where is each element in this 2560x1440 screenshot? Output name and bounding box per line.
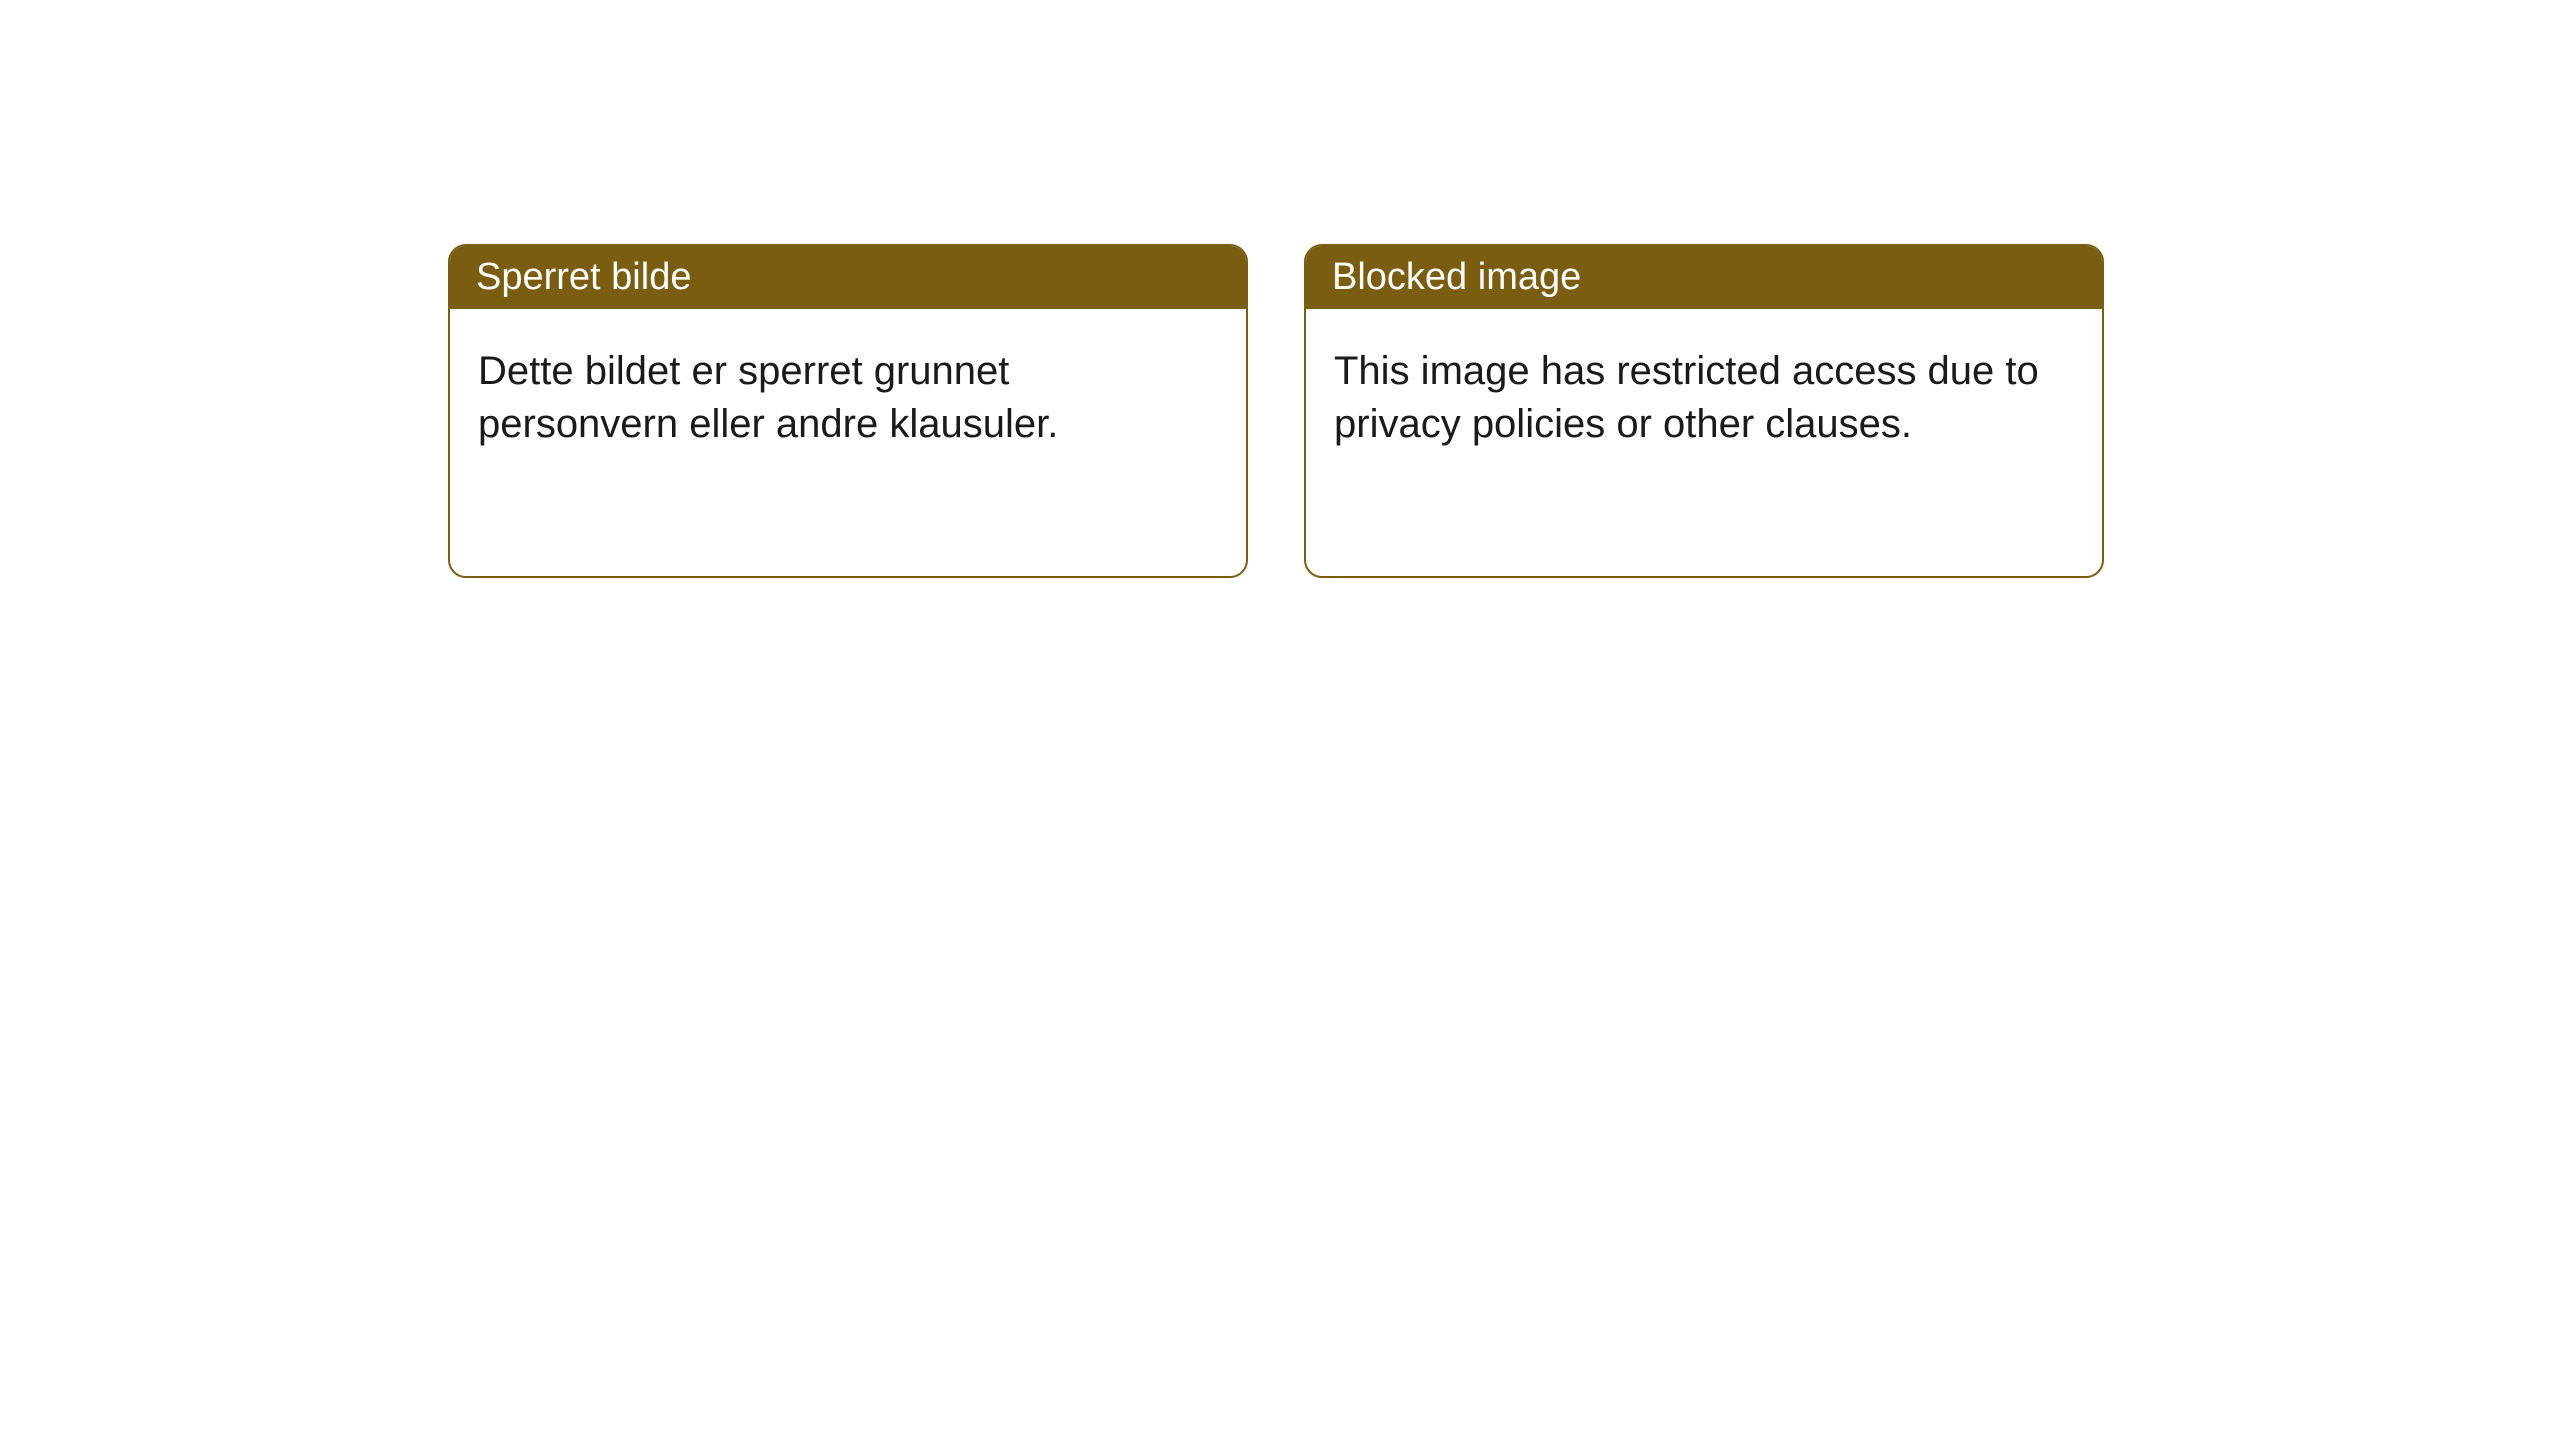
notice-container: Sperret bilde Dette bildet er sperret gr… [448, 244, 2104, 578]
card-body-norwegian: Dette bildet er sperret grunnet personve… [450, 309, 1246, 487]
card-header-norwegian: Sperret bilde [450, 246, 1246, 309]
card-title-norwegian: Sperret bilde [476, 256, 691, 298]
notice-card-english: Blocked image This image has restricted … [1304, 244, 2104, 578]
notice-card-norwegian: Sperret bilde Dette bildet er sperret gr… [448, 244, 1248, 578]
card-header-english: Blocked image [1306, 246, 2102, 309]
card-body-english: This image has restricted access due to … [1306, 309, 2102, 487]
card-title-english: Blocked image [1332, 256, 1581, 298]
card-text-english: This image has restricted access due to … [1334, 349, 2039, 446]
card-text-norwegian: Dette bildet er sperret grunnet personve… [478, 349, 1058, 446]
